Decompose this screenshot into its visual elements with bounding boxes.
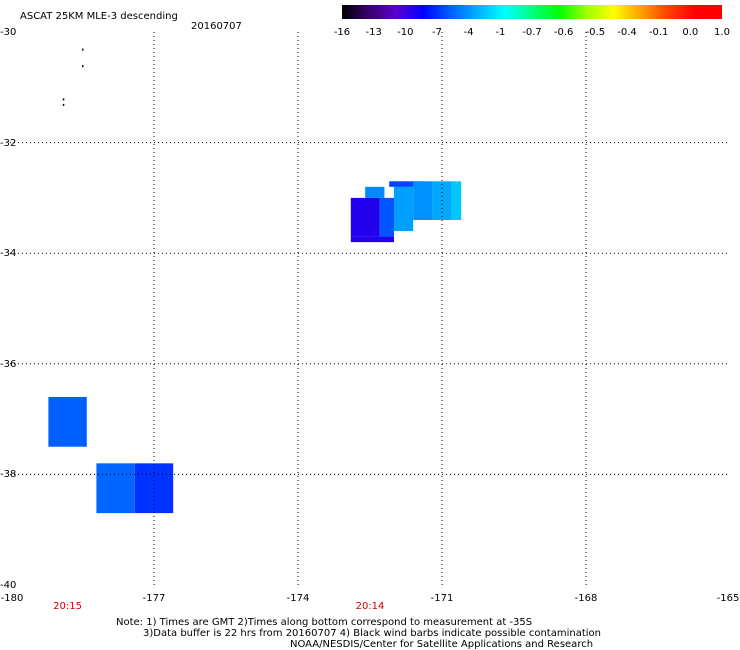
color-scale-label: -7 [432,27,442,38]
color-scale-label: -16 [333,27,351,38]
color-scale-label: 1.0 [714,27,730,38]
color-scale-bar [342,5,723,19]
pass-time-label: 20:15 [53,601,83,612]
color-scale-segment [640,5,669,19]
color-scale-segment [423,5,452,19]
color-scale-segment [396,5,424,19]
wind-barb-speck [62,98,65,101]
wind-barb-speck [62,103,65,106]
wind-data-cell [413,181,433,221]
longitude-tick-label: -180 [0,593,24,604]
color-scale-segment [342,5,370,19]
credit-line: NOAA/NESDIS/Center for Satellite Applica… [290,639,594,650]
note-line-2: 3)Data buffer is 22 hrs from 20160707 4)… [143,628,601,639]
color-scale-label: 0.0 [682,27,699,38]
note-line-1: Note: 1) Times are GMT 2)Times along bot… [116,617,533,628]
color-scale-label: -1 [495,27,506,38]
wind-barb-speck [82,48,84,51]
color-scale-segment [450,5,479,19]
color-scale-label: -13 [365,27,382,38]
map-date: 20160707 [191,21,242,32]
longitude-tick-label: -165 [716,593,740,604]
latitude-tick-label: -30 [0,27,17,38]
map-title: ASCAT 25KM MLE-3 descending [20,11,178,22]
latitude-tick-label: -38 [0,469,17,481]
wind-data-cell [379,197,394,237]
latitude-tick-label: -34 [0,248,17,260]
wind-data-cell [451,181,462,221]
color-scale-segment [586,5,614,19]
wind-data-cell [389,181,423,187]
latitude-tick-label: -40 [0,580,17,591]
color-scale-label: -0.1 [648,27,669,38]
wind-data-cell [96,463,135,514]
latitude-tick-label: -36 [0,358,17,370]
color-scale-segment [694,5,723,19]
wind-barb-speck [82,65,84,68]
color-scale-segment [667,5,696,19]
color-scale-label: -4 [463,27,474,38]
color-scale-label: -0.6 [553,27,574,38]
wind-data-cell [350,197,380,237]
longitude-tick-label: -168 [574,593,598,604]
color-scale-label: -0.5 [585,27,606,38]
wind-data-cell [394,186,414,232]
longitude-tick-label: -174 [286,593,310,604]
color-scale-label: -0.4 [617,27,637,38]
longitude-tick-label: -171 [430,593,454,604]
map-plot-area [10,32,730,585]
color-scale-label: -10 [397,27,414,38]
wind-data-cell [350,236,394,243]
color-scale-segment [369,5,397,19]
color-scale-segment [504,5,533,19]
color-scale-segment [559,5,587,19]
latitude-tick-label: -32 [0,137,17,149]
wind-data-cell [365,186,385,198]
wind-data-cell [48,396,87,447]
longitude-tick-label: -177 [142,593,166,604]
color-scale-segment [532,5,560,19]
color-scale-segment [613,5,642,19]
color-scale-label: -0.7 [522,27,542,38]
pass-time-label: 20:14 [355,601,385,612]
color-scale-segment [477,5,506,19]
